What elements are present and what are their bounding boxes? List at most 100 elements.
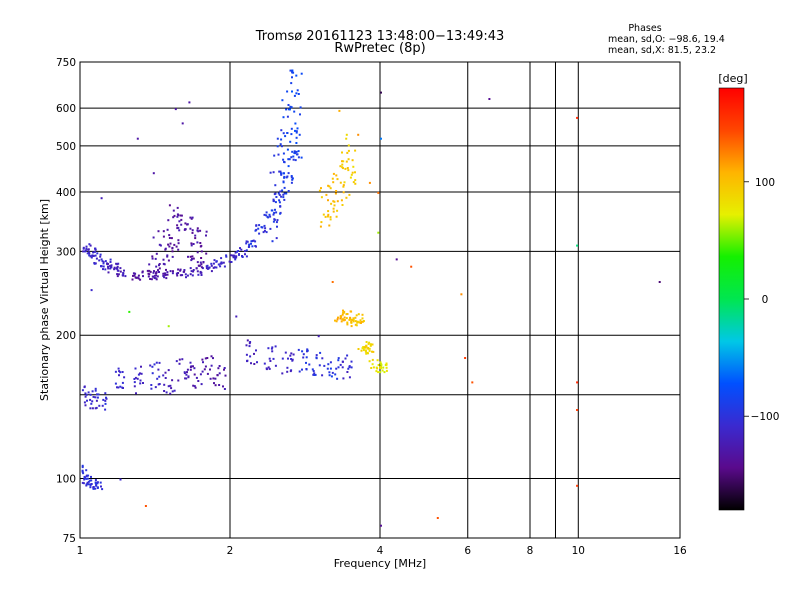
- data-point: [261, 226, 264, 229]
- data-point: [286, 175, 289, 178]
- data-point: [167, 259, 170, 262]
- data-point: [183, 228, 186, 231]
- data-point: [175, 245, 178, 248]
- data-point: [82, 247, 85, 250]
- data-point: [168, 234, 171, 237]
- x-tick-label: 4: [377, 545, 384, 557]
- data-point: [117, 273, 120, 276]
- data-point: [116, 267, 119, 270]
- data-point: [263, 229, 266, 232]
- data-point: [189, 255, 192, 258]
- x-tick-label: 8: [527, 545, 534, 557]
- data-point: [178, 229, 181, 232]
- data-point: [252, 239, 255, 242]
- data-point: [360, 349, 363, 352]
- data-point: [271, 346, 274, 349]
- data-point: [376, 367, 379, 370]
- data-point: [324, 215, 327, 218]
- data-point: [158, 375, 161, 378]
- data-point: [380, 137, 382, 140]
- data-point: [254, 229, 257, 232]
- data-point: [290, 176, 293, 179]
- data-point: [186, 223, 189, 226]
- data-point: [190, 259, 193, 262]
- data-point: [395, 258, 398, 261]
- data-point: [342, 167, 344, 170]
- data-point: [89, 407, 92, 410]
- data-point: [360, 322, 362, 324]
- data-point: [276, 137, 279, 140]
- data-point: [279, 205, 282, 208]
- data-point: [254, 240, 257, 243]
- data-point: [209, 377, 212, 380]
- data-point: [188, 101, 191, 104]
- data-point: [203, 368, 206, 371]
- data-point: [155, 274, 158, 277]
- data-point: [228, 260, 231, 263]
- data-point: [119, 371, 122, 374]
- data-point: [286, 366, 289, 369]
- data-point: [193, 367, 196, 370]
- data-point: [192, 243, 195, 245]
- data-point: [87, 474, 90, 477]
- data-point: [98, 404, 101, 407]
- data-point: [342, 184, 345, 187]
- data-point: [101, 488, 104, 491]
- data-point: [257, 227, 260, 230]
- data-point: [273, 211, 276, 214]
- data-point: [91, 407, 94, 410]
- data-point: [158, 361, 161, 364]
- data-point: [102, 265, 105, 268]
- data-point: [377, 364, 380, 366]
- data-point: [436, 517, 439, 519]
- data-point: [162, 374, 165, 377]
- data-point: [179, 268, 182, 271]
- data-point: [100, 197, 103, 200]
- data-point: [109, 267, 112, 270]
- stats-heading: Phases: [628, 23, 661, 34]
- data-point: [164, 274, 167, 277]
- data-point: [123, 269, 125, 272]
- data-point: [658, 281, 661, 283]
- data-point: [97, 393, 100, 396]
- data-point: [358, 321, 361, 324]
- data-point: [289, 140, 292, 143]
- data-point: [354, 171, 356, 174]
- data-point: [245, 242, 248, 245]
- data-point: [289, 105, 292, 108]
- data-point: [116, 263, 119, 266]
- data-point: [335, 367, 338, 370]
- data-point: [122, 272, 125, 274]
- data-point: [291, 90, 293, 93]
- data-point: [84, 404, 87, 407]
- data-point: [382, 366, 385, 369]
- data-point: [197, 380, 200, 382]
- x-axis-label: Frequency [MHz]: [334, 557, 426, 570]
- data-point: [278, 170, 281, 173]
- data-point: [339, 317, 342, 320]
- data-point: [276, 145, 279, 148]
- data-point: [195, 376, 198, 379]
- data-point: [173, 214, 176, 217]
- data-point: [122, 387, 124, 389]
- data-point: [107, 265, 109, 268]
- stats-o-line: mean, sd,O: −98.6, 19.4: [608, 34, 725, 45]
- data-point: [173, 389, 176, 392]
- data-point: [150, 384, 153, 386]
- data-point: [90, 402, 93, 405]
- data-point: [265, 231, 268, 234]
- data-point: [99, 253, 102, 256]
- data-point: [152, 236, 155, 239]
- data-point: [332, 181, 335, 184]
- data-point: [297, 156, 300, 159]
- data-point: [278, 201, 281, 204]
- data-point: [177, 242, 180, 245]
- data-point: [343, 316, 346, 319]
- data-point: [185, 276, 187, 279]
- data-point: [102, 261, 105, 264]
- data-point: [290, 181, 293, 184]
- data-point: [345, 137, 348, 140]
- data-point: [210, 262, 213, 265]
- data-point: [337, 316, 339, 319]
- data-point: [293, 110, 296, 113]
